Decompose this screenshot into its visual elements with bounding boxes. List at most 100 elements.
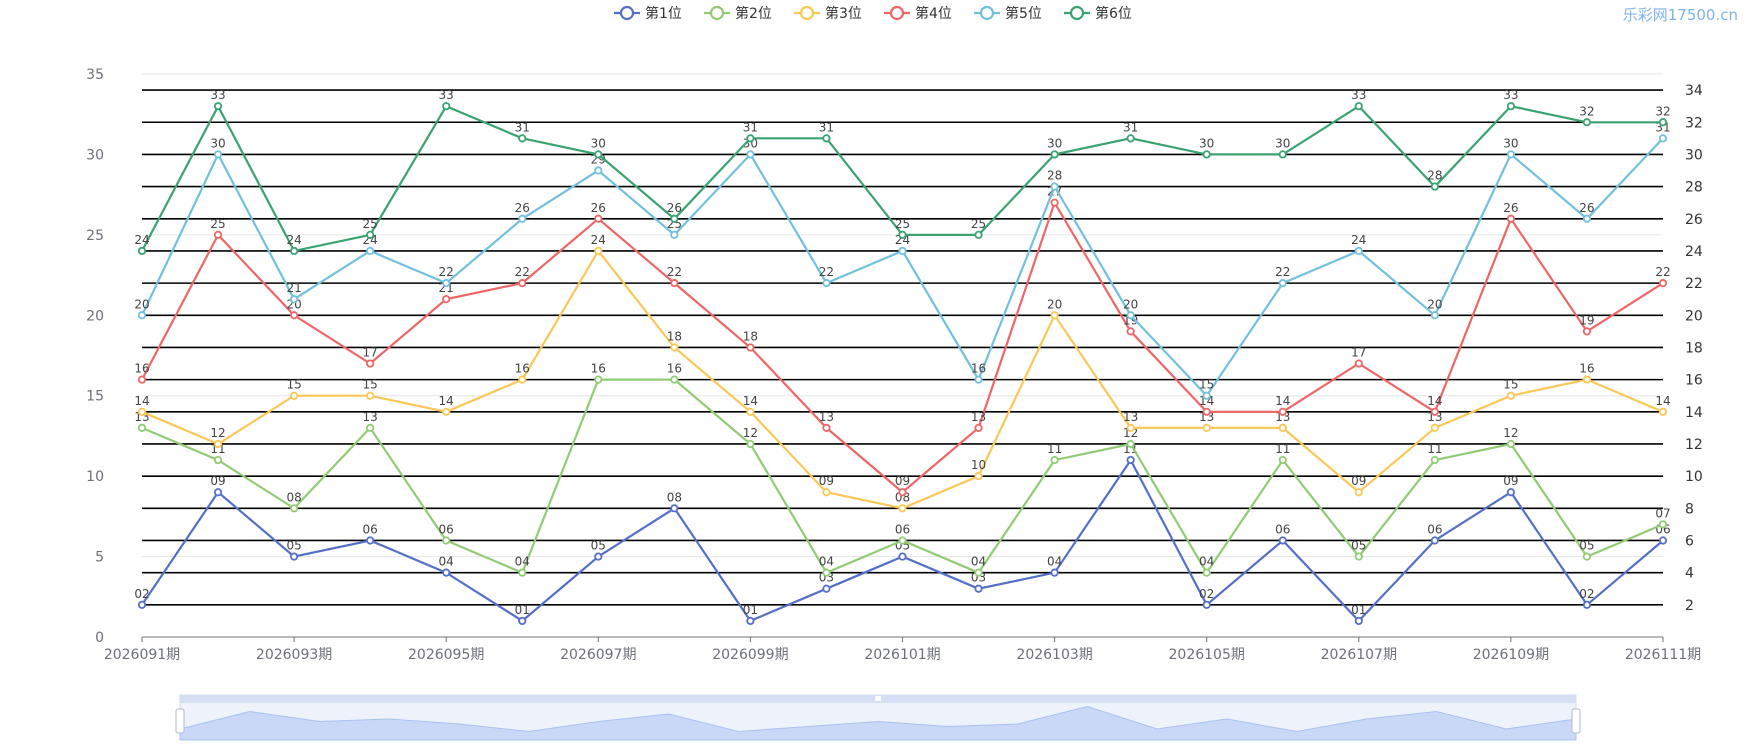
data-label: 20 bbox=[134, 297, 149, 311]
y-tick-label: 10 bbox=[86, 469, 104, 485]
data-point bbox=[746, 407, 755, 416]
data-point bbox=[1354, 246, 1363, 256]
data-label: 01 bbox=[743, 603, 758, 617]
data-label: 25 bbox=[971, 217, 986, 231]
data-point bbox=[366, 230, 375, 239]
data-point bbox=[1126, 327, 1135, 336]
data-label: 14 bbox=[1427, 394, 1442, 408]
data-point bbox=[746, 134, 755, 143]
y2-tick-label: 30 bbox=[1685, 147, 1703, 163]
y2-tick-label: 18 bbox=[1685, 340, 1703, 356]
legend-item: 第6位 bbox=[1064, 5, 1132, 22]
data-point bbox=[1126, 455, 1135, 465]
data-point bbox=[898, 504, 907, 513]
data-label: 06 bbox=[1275, 522, 1290, 536]
y2-tick-label: 10 bbox=[1685, 469, 1703, 485]
data-label: 14 bbox=[743, 394, 758, 408]
series-6: 24 33 24 25 33 31 30 26 31 31 25 25 30 31 30 30 33 28 33 32… bbox=[134, 88, 1671, 256]
data-point bbox=[1050, 568, 1059, 577]
data-point bbox=[974, 423, 983, 432]
y2-tick-label: 2 bbox=[1685, 598, 1694, 614]
data-point bbox=[213, 230, 223, 239]
data-point bbox=[898, 246, 907, 256]
data-point bbox=[1354, 359, 1363, 368]
data-point bbox=[1430, 407, 1439, 416]
data-label: 31 bbox=[1123, 120, 1138, 134]
data-point bbox=[518, 616, 527, 626]
legend-swatch-marker bbox=[889, 5, 905, 21]
data-label: 03 bbox=[971, 571, 986, 585]
data-label: 05 bbox=[1579, 539, 1594, 553]
data-point bbox=[518, 279, 527, 288]
data-label: 14 bbox=[134, 394, 149, 408]
data-label: 30 bbox=[1503, 136, 1518, 150]
data-point bbox=[213, 102, 223, 111]
zoom-move-handle[interactable] bbox=[875, 696, 881, 701]
data-label: 04 bbox=[819, 555, 834, 569]
data-label: 07 bbox=[1655, 506, 1670, 520]
data-point bbox=[1126, 134, 1135, 143]
x-tick-label: 2026095期 bbox=[408, 647, 484, 663]
data-point bbox=[137, 311, 147, 320]
data-point bbox=[1506, 439, 1516, 449]
zoom-handle-left[interactable] bbox=[175, 708, 185, 734]
legend-swatch-marker bbox=[709, 5, 725, 21]
data-point bbox=[1582, 327, 1592, 336]
data-point bbox=[1050, 150, 1059, 159]
data-label: 09 bbox=[1503, 474, 1518, 488]
data-point bbox=[289, 552, 299, 561]
data-label: 15 bbox=[1199, 378, 1214, 392]
data-label: 31 bbox=[743, 120, 758, 134]
series-2: 13 11 08 13 06 04 16 16 12 04 06 04 11 12 04 11 05 11 12 05… bbox=[134, 362, 1671, 577]
data-label: 05 bbox=[591, 539, 606, 553]
data-point bbox=[670, 214, 679, 223]
data-label: 16 bbox=[667, 362, 682, 376]
data-label: 09 bbox=[819, 474, 834, 488]
data-point bbox=[1658, 279, 1668, 288]
x-tick-label: 2026103期 bbox=[1016, 647, 1092, 663]
zoom-handle-right[interactable] bbox=[1571, 708, 1581, 734]
data-label: 22 bbox=[515, 265, 530, 279]
data-point bbox=[1278, 536, 1287, 545]
x-tick-label: 2026107期 bbox=[1321, 647, 1397, 663]
data-point bbox=[137, 423, 147, 432]
data-label: 30 bbox=[743, 136, 758, 150]
data-label: 17 bbox=[1351, 346, 1366, 360]
data-label: 06 bbox=[895, 522, 910, 536]
data-point bbox=[137, 600, 147, 609]
data-point bbox=[442, 536, 451, 545]
data-label: 13 bbox=[1427, 410, 1442, 424]
data-label: 12 bbox=[1123, 426, 1138, 440]
data-point bbox=[366, 359, 375, 368]
data-label: 18 bbox=[743, 329, 758, 343]
x-tick-label: 2026111期 bbox=[1625, 647, 1701, 663]
data-label: 06 bbox=[363, 522, 378, 536]
data-label: 30 bbox=[1275, 136, 1290, 150]
y-tick-label: 0 bbox=[95, 630, 104, 646]
data-label: 24 bbox=[1351, 233, 1366, 247]
data-point bbox=[1582, 600, 1592, 609]
data-label: 33 bbox=[439, 88, 454, 102]
data-point bbox=[1126, 311, 1135, 320]
data-label: 30 bbox=[591, 136, 606, 150]
data-point bbox=[594, 246, 603, 256]
data-label: 09 bbox=[895, 474, 910, 488]
data-point bbox=[746, 439, 755, 449]
data-point bbox=[1050, 455, 1059, 465]
data-label: 12 bbox=[743, 426, 758, 440]
data-label: 13 bbox=[363, 410, 378, 424]
y2-tick-label: 8 bbox=[1685, 501, 1694, 517]
data-label: 19 bbox=[1123, 313, 1138, 327]
legend-swatch-marker bbox=[979, 5, 995, 21]
data-point bbox=[442, 102, 451, 111]
data-label: 28 bbox=[1427, 169, 1442, 183]
data-point bbox=[822, 488, 831, 497]
data-point bbox=[366, 391, 375, 400]
data-label: 15 bbox=[363, 378, 378, 392]
data-point bbox=[1202, 150, 1211, 159]
data-point bbox=[974, 375, 983, 384]
data-label: 33 bbox=[210, 88, 225, 102]
data-label: 02 bbox=[134, 587, 149, 601]
data-label: 20 bbox=[286, 297, 301, 311]
y2-tick-label: 16 bbox=[1685, 373, 1703, 389]
